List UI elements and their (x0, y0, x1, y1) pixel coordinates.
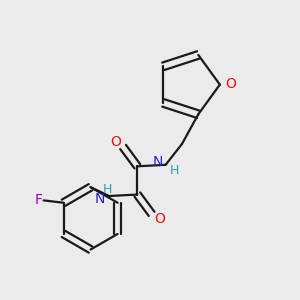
Text: O: O (226, 77, 237, 91)
Text: F: F (35, 193, 43, 207)
Text: O: O (154, 212, 165, 226)
Text: O: O (110, 135, 121, 149)
Text: H: H (170, 164, 179, 177)
Text: N: N (153, 155, 163, 170)
Text: H: H (103, 183, 112, 196)
Text: N: N (95, 192, 105, 206)
